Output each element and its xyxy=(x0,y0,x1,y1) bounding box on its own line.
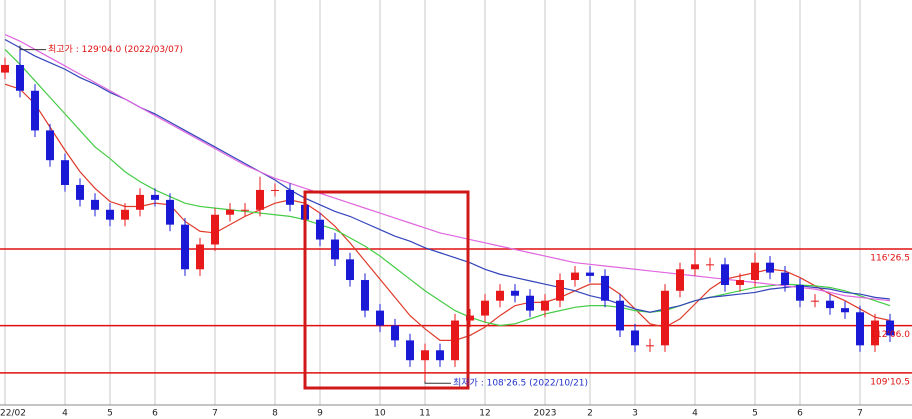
annotation-arrow xyxy=(424,381,451,384)
candle-body xyxy=(151,194,159,200)
x-tick-label: 11 xyxy=(419,409,430,419)
x-tick-label: 8 xyxy=(272,409,278,419)
x-tick-label: 9 xyxy=(317,409,323,419)
annotation: 최고가 : 129'04.0 (2022/03/07) xyxy=(48,44,183,55)
candle-body xyxy=(256,189,264,210)
candle-body xyxy=(481,300,489,316)
candle-body xyxy=(451,320,459,361)
candle-body xyxy=(421,350,429,361)
candle-body xyxy=(211,214,219,245)
candle-body xyxy=(511,290,519,296)
x-tick-label: 5 xyxy=(752,409,758,419)
candle-body xyxy=(766,262,774,273)
candle-body xyxy=(676,269,684,291)
candle-body xyxy=(361,280,369,311)
candle-body xyxy=(391,325,399,341)
x-tick-label: 12 xyxy=(479,409,490,419)
candle-body xyxy=(586,272,594,276)
candle-body xyxy=(661,290,669,346)
candle-body xyxy=(556,280,564,301)
candle-body xyxy=(796,284,804,301)
candle-body xyxy=(121,209,129,220)
candle-body xyxy=(331,239,339,260)
annotation-arrow xyxy=(19,45,46,51)
candle-body xyxy=(136,194,144,210)
candle-body xyxy=(541,300,549,311)
candle-body xyxy=(751,262,759,281)
candle-body xyxy=(46,130,54,161)
candle-body xyxy=(841,308,849,313)
candle-body xyxy=(166,199,174,225)
x-tick-label: 22/02 xyxy=(0,409,26,419)
candle-body xyxy=(76,184,84,200)
candle-body xyxy=(91,199,99,210)
candle-body xyxy=(346,259,354,281)
x-tick-label: 2023 xyxy=(534,409,557,419)
x-tick-label: 7 xyxy=(212,409,218,419)
x-tick-label: 4 xyxy=(62,409,68,419)
candle-body xyxy=(856,312,864,346)
candle-body xyxy=(286,189,294,205)
candle-body xyxy=(871,320,879,346)
x-tick-label: 6 xyxy=(797,409,803,419)
candle-body xyxy=(1,64,9,73)
candle-body xyxy=(196,244,204,270)
moving-average-line xyxy=(4,49,891,327)
candle-body xyxy=(571,272,579,281)
candle-body xyxy=(736,280,744,285)
candle-body xyxy=(271,189,279,191)
candle-body xyxy=(811,300,819,302)
candle-body xyxy=(496,290,504,301)
x-tick-label: 2 xyxy=(587,409,593,419)
candle-body xyxy=(616,300,624,331)
candle-body xyxy=(781,272,789,285)
level-label: 116'26.5 xyxy=(870,253,910,263)
candle-body xyxy=(181,224,189,270)
x-tick-label: 6 xyxy=(152,409,158,419)
candle-body xyxy=(691,264,699,270)
moving-average-line xyxy=(4,38,891,313)
candle-body xyxy=(31,90,39,131)
candle-body xyxy=(106,209,114,220)
candle-body xyxy=(631,330,639,346)
annotation: 최저가 : 108'26.5 (2022/10/21) xyxy=(453,378,588,389)
highlight-box xyxy=(303,190,470,390)
candle-body xyxy=(16,64,24,91)
candle-body xyxy=(706,264,714,266)
candle-body xyxy=(436,350,444,361)
candle-body xyxy=(826,300,834,309)
x-tick-label: 10 xyxy=(374,409,386,419)
candle-body xyxy=(886,320,894,336)
moving-average-line xyxy=(4,83,891,341)
x-tick-label: 7 xyxy=(857,409,863,419)
level-label: 112'06.0 xyxy=(870,330,910,340)
candle-body xyxy=(226,209,234,215)
candle-body xyxy=(466,315,474,321)
candle-body xyxy=(526,295,534,311)
candle-body xyxy=(316,219,324,240)
candle-body xyxy=(601,275,609,301)
level-label: 109'10.5 xyxy=(870,377,910,387)
candle-body xyxy=(61,160,69,185)
candle-body xyxy=(241,209,249,211)
candle-body xyxy=(406,340,414,361)
candle-body xyxy=(646,345,654,347)
candle-body xyxy=(376,310,384,326)
candle-body xyxy=(721,264,729,285)
x-tick-label: 5 xyxy=(107,409,113,419)
x-tick-label: 3 xyxy=(632,409,638,419)
x-tick-label: 4 xyxy=(692,409,698,419)
